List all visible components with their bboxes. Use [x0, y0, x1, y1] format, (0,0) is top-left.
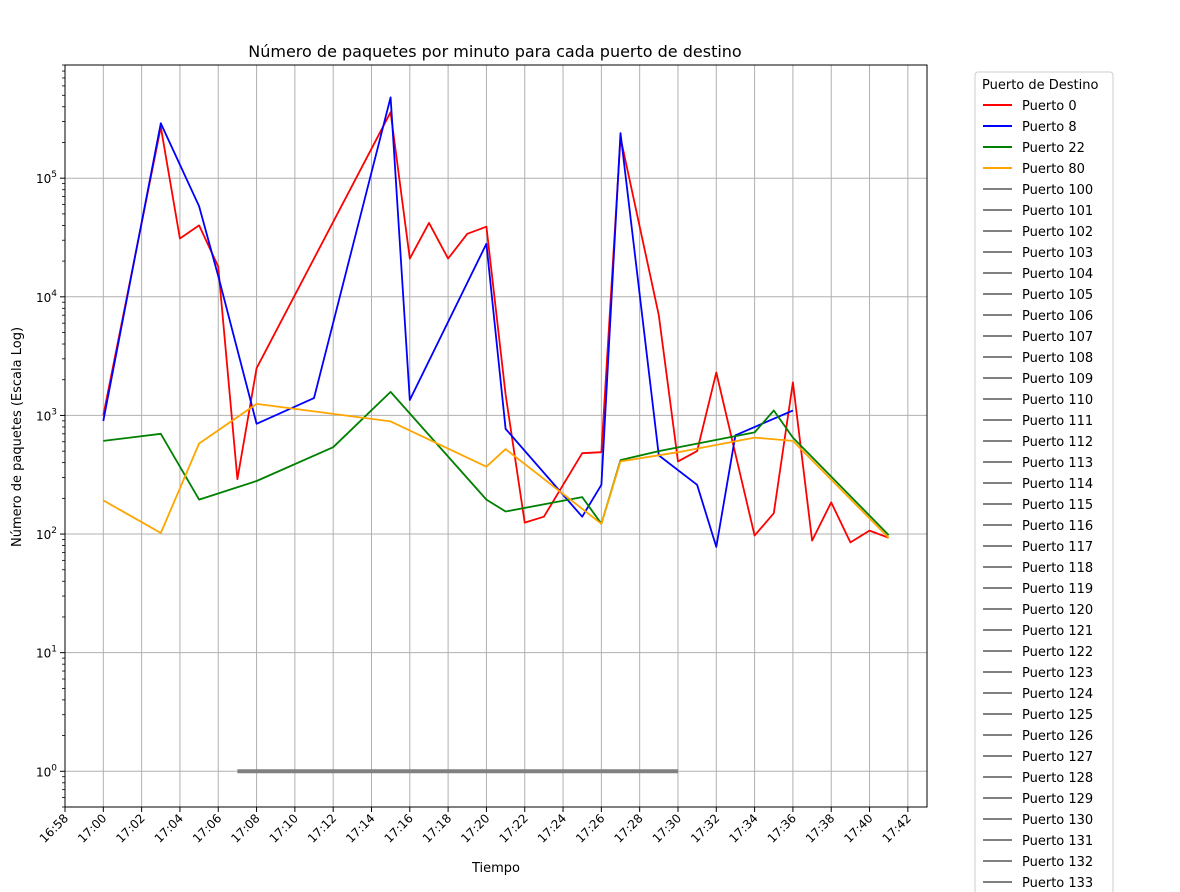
y-tick-label: 103 — [36, 407, 57, 423]
plot-area — [64, 64, 928, 808]
legend-entry: Puerto 111 — [1022, 414, 1093, 429]
legend-entry: Puerto 22 — [1022, 141, 1085, 156]
legend-entry: Puerto 101 — [1022, 204, 1093, 219]
x-tick-label: 17:14 — [343, 811, 377, 845]
x-tick-label: 17:30 — [650, 811, 684, 845]
y-tick-label: 102 — [36, 526, 57, 542]
legend-entry: Puerto 124 — [1022, 687, 1093, 702]
legend-entry: Puerto 125 — [1022, 708, 1093, 723]
x-tick-label: 17:04 — [152, 811, 186, 845]
legend-entry: Puerto 130 — [1022, 813, 1093, 828]
legend-box — [974, 71, 1114, 892]
chart-title: Número de paquetes por minuto para cada … — [248, 42, 741, 61]
x-tick-label: 17:22 — [496, 811, 530, 845]
x-tick-label: 17:20 — [458, 811, 492, 845]
legend-entry: Puerto 100 — [1022, 183, 1093, 198]
x-tick-label: 17:40 — [841, 811, 875, 845]
legend-entry: Puerto 107 — [1022, 330, 1093, 345]
legend-entry: Puerto 112 — [1022, 435, 1093, 450]
x-tick-label: 17:10 — [267, 811, 301, 845]
legend-entry: Puerto 110 — [1022, 393, 1093, 408]
legend-entry: Puerto 129 — [1022, 792, 1093, 807]
x-tick-label: 17:26 — [573, 811, 607, 845]
series-group — [102, 96, 890, 774]
x-tick-label: 17:38 — [803, 811, 837, 845]
legend-entry: Puerto 103 — [1022, 246, 1093, 261]
y-tick-label: 104 — [36, 289, 57, 305]
legend-entry: Puerto 8 — [1022, 120, 1077, 135]
legend-entry: Puerto 80 — [1022, 162, 1085, 177]
legend-entry: Puerto 126 — [1022, 729, 1093, 744]
y-tick-label: 100 — [36, 763, 57, 779]
x-tick-label: 17:08 — [228, 811, 262, 845]
legend-entry: Puerto 109 — [1022, 372, 1093, 387]
x-tick-label: 17:18 — [420, 811, 454, 845]
x-tick-label: 17:42 — [880, 811, 914, 845]
legend-entry: Puerto 119 — [1022, 582, 1093, 597]
x-tick-label: 17:34 — [726, 811, 760, 845]
legend-entry: Puerto 127 — [1022, 750, 1093, 765]
grid — [64, 65, 927, 807]
x-tick-label: 17:12 — [305, 811, 339, 845]
series-line — [103, 390, 890, 536]
x-tick-label: 17:16 — [382, 811, 416, 845]
x-tick-label: 16:58 — [37, 811, 71, 845]
legend-entry: Puerto 117 — [1022, 540, 1093, 555]
x-tick-label: 17:06 — [190, 811, 224, 845]
x-tick-label: 17:32 — [688, 811, 722, 845]
legend-entry: Puerto 108 — [1022, 351, 1093, 366]
legend-entry: Puerto 102 — [1022, 225, 1093, 240]
legend-entry: Puerto 0 — [1022, 99, 1077, 114]
legend-entry: Puerto 123 — [1022, 666, 1093, 681]
legend-entry: Puerto 113 — [1022, 456, 1093, 471]
series-line — [102, 402, 890, 539]
legend-entry: Puerto 133 — [1022, 876, 1093, 891]
x-axis-label: Tiempo — [471, 861, 520, 876]
x-tick-label: 17:28 — [611, 811, 645, 845]
x-tick-label: 17:24 — [535, 811, 569, 845]
legend-entry: Puerto 114 — [1022, 477, 1093, 492]
legend-entry: Puerto 105 — [1022, 288, 1093, 303]
legend-entry: Puerto 122 — [1022, 645, 1093, 660]
legend-entries: Puerto 0 Puerto 8 Puerto 22 Puerto 80 Puerto… — [983, 99, 1093, 891]
legend-entry: Puerto 120 — [1022, 603, 1093, 618]
legend-entry: Puerto 132 — [1022, 855, 1093, 870]
legend-entry: Puerto 104 — [1022, 267, 1093, 282]
legend-entry: Puerto 128 — [1022, 771, 1093, 786]
y-axis-label: Número de paquetes (Escala Log) — [10, 327, 25, 547]
series-line — [102, 111, 890, 544]
legend-entry: Puerto 106 — [1022, 309, 1093, 324]
x-tick-label: 17:00 — [75, 811, 109, 845]
legend-entry: Puerto 131 — [1022, 834, 1093, 849]
legend-entry: Puerto 116 — [1022, 519, 1093, 534]
legend-entry: Puerto 118 — [1022, 561, 1093, 576]
x-tick-label: 17:02 — [113, 811, 147, 845]
series-line — [102, 96, 794, 548]
y-tick-label: 105 — [36, 170, 57, 186]
x-tick-label: 17:36 — [765, 811, 799, 845]
legend-entry: Puerto 121 — [1022, 624, 1093, 639]
legend-entry: Puerto 115 — [1022, 498, 1093, 513]
y-tick-label: 101 — [36, 645, 57, 661]
legend-title: Puerto de Destino — [982, 78, 1098, 93]
